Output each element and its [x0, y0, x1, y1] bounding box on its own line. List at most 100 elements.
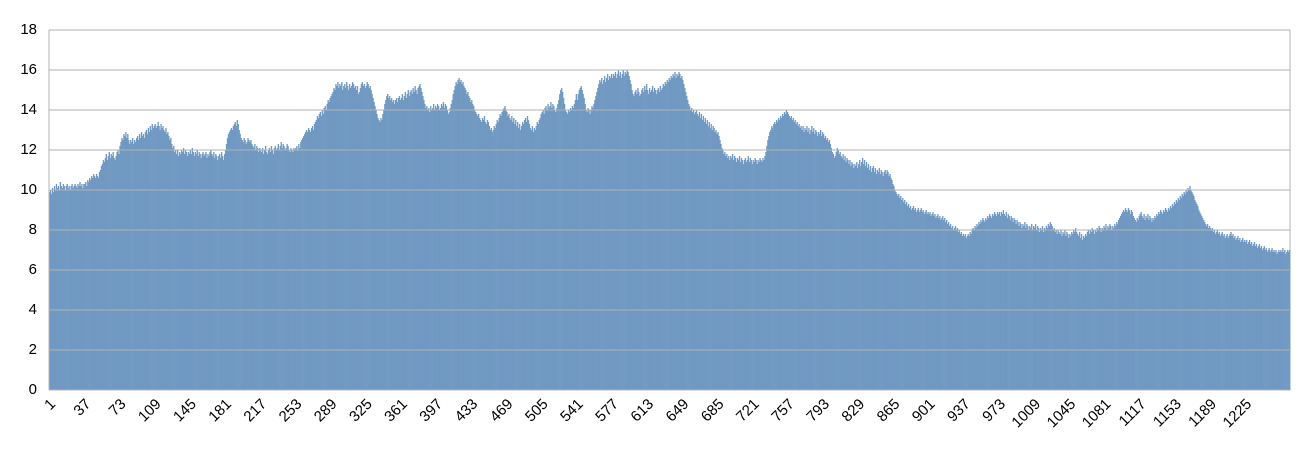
bar — [733, 160, 735, 390]
bar — [1214, 234, 1217, 390]
bar — [456, 84, 458, 390]
bar — [835, 152, 837, 390]
bar — [487, 122, 490, 390]
bar — [507, 116, 509, 390]
bar — [836, 148, 838, 390]
bar — [733, 156, 736, 390]
bar — [1127, 208, 1130, 390]
bar — [677, 76, 679, 390]
bar — [502, 110, 504, 390]
bar — [849, 160, 851, 390]
bar — [253, 148, 255, 390]
bar — [546, 110, 548, 390]
bar — [1066, 232, 1068, 390]
bar — [898, 194, 900, 390]
bar — [902, 198, 904, 390]
bar — [1219, 236, 1221, 390]
bar — [1235, 240, 1237, 390]
bar — [571, 106, 574, 390]
bar — [485, 124, 488, 390]
bar — [519, 130, 522, 390]
bar — [1048, 226, 1050, 390]
bar — [1125, 210, 1128, 390]
bar — [845, 162, 847, 390]
bar — [257, 148, 259, 390]
bar — [269, 152, 272, 390]
bar — [731, 158, 733, 390]
bar — [244, 140, 246, 390]
bar — [183, 154, 186, 390]
bar — [628, 76, 630, 390]
bar — [647, 90, 649, 390]
bar — [185, 152, 188, 390]
bar — [466, 94, 468, 390]
bar — [140, 132, 143, 390]
bar — [1196, 204, 1198, 390]
y-tick-label: 0 — [29, 381, 37, 398]
bar — [1188, 190, 1190, 390]
bar — [757, 160, 759, 390]
bar — [805, 130, 807, 390]
bar — [893, 186, 895, 390]
bar — [548, 108, 550, 390]
bar — [163, 130, 165, 390]
bar — [475, 112, 477, 390]
bar — [928, 214, 930, 390]
bar — [574, 100, 577, 390]
bar — [373, 102, 375, 390]
bar — [252, 146, 254, 390]
bar — [305, 132, 307, 390]
bar — [676, 74, 678, 390]
bar — [356, 86, 359, 390]
bar — [517, 122, 519, 390]
bar — [1067, 234, 1069, 390]
bar — [365, 86, 367, 390]
bar — [699, 118, 702, 390]
bar — [999, 216, 1002, 390]
bar — [314, 122, 317, 390]
bar — [460, 80, 462, 390]
bar — [826, 138, 829, 390]
bar — [520, 126, 523, 390]
bar — [570, 110, 573, 390]
bar — [598, 84, 600, 390]
bar — [613, 76, 616, 390]
bar — [605, 78, 608, 390]
bar — [148, 132, 150, 390]
bar — [1204, 222, 1206, 390]
bar — [391, 102, 394, 390]
bar — [978, 222, 980, 390]
bar — [136, 136, 139, 390]
bar — [285, 148, 287, 390]
bar — [165, 128, 167, 390]
bar — [581, 90, 583, 390]
bar — [705, 124, 707, 390]
bar — [1238, 240, 1240, 390]
bar — [1251, 246, 1254, 390]
bar — [545, 106, 547, 390]
bar — [841, 158, 843, 390]
x-tick-label: 901 — [909, 396, 939, 426]
bar — [585, 110, 587, 390]
bar — [1122, 210, 1125, 390]
bar — [92, 174, 95, 390]
bar — [359, 88, 362, 390]
bar — [128, 140, 130, 390]
bar — [1168, 210, 1171, 390]
bar — [1098, 226, 1100, 390]
bar — [254, 144, 256, 390]
bar — [692, 110, 695, 390]
bar — [696, 114, 699, 390]
bar — [468, 96, 470, 390]
bar — [610, 74, 613, 390]
bar — [96, 176, 99, 390]
bar — [197, 156, 199, 390]
bar — [937, 214, 939, 390]
bar — [771, 126, 773, 390]
bar — [1119, 216, 1122, 390]
bar — [1266, 252, 1268, 390]
bar — [156, 126, 158, 390]
bar — [481, 118, 484, 390]
bar — [334, 90, 336, 390]
bar — [279, 146, 281, 390]
